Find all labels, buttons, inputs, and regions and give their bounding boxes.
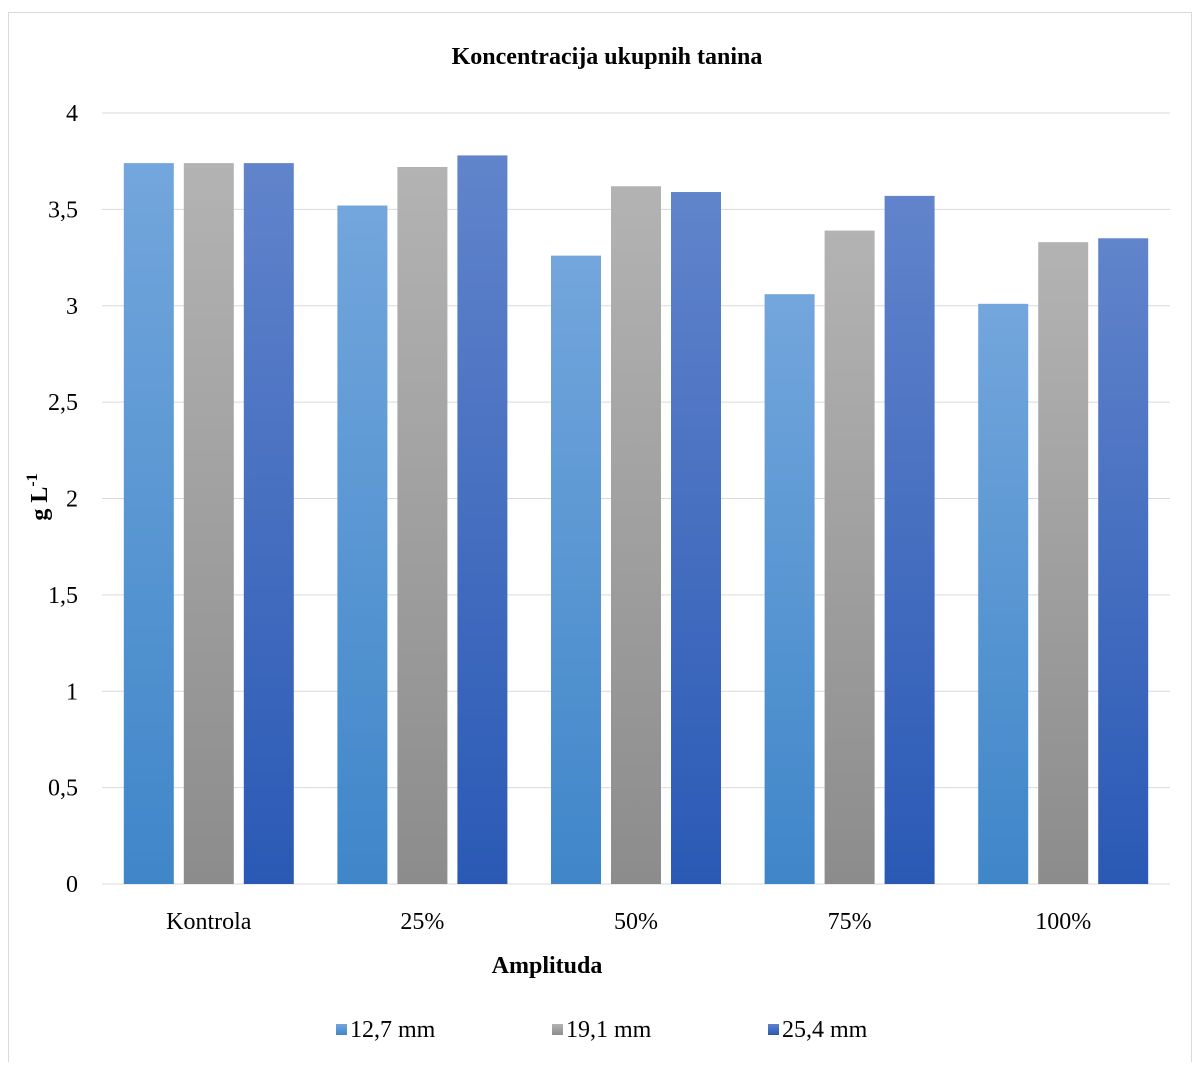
x-tick-label: 100%: [1035, 909, 1091, 935]
bar: [764, 294, 815, 884]
bar: [243, 163, 294, 885]
legend-swatch: [336, 1024, 347, 1035]
bar: [671, 192, 721, 885]
chart-title: Koncentracija ukupnih tanina: [452, 44, 763, 70]
y-axis-ticks: 0 0,5 1 1,5 2 2,5 3 3,5 4: [48, 101, 78, 898]
legend: 12,7 mm 19,1 mm 25,4 mm: [336, 1017, 868, 1043]
legend-item: 12,7 mm: [336, 1017, 436, 1043]
y-tick-label: 2,5: [48, 390, 78, 416]
bar: [1098, 238, 1149, 885]
legend-item: 19,1 mm: [552, 1017, 652, 1043]
y-tick-label: 1,5: [48, 583, 78, 609]
bar: [824, 230, 875, 884]
bar: [457, 155, 508, 884]
legend-swatch: [768, 1024, 779, 1035]
legend-swatch: [552, 1024, 563, 1035]
bar: [337, 205, 388, 884]
y-tick-label: 3: [66, 294, 78, 320]
bars: [123, 155, 1149, 885]
y-tick-label: 3,5: [48, 197, 78, 223]
bar: [551, 255, 601, 884]
bar: [183, 163, 234, 885]
bar: [884, 195, 935, 884]
x-tick-label: 50%: [614, 909, 658, 935]
bar: [397, 166, 448, 885]
y-tick-label: 1: [66, 679, 78, 705]
y-tick-label: 0,5: [48, 776, 78, 802]
x-tick-label: 75%: [828, 909, 872, 935]
y-axis-title-superscript: -1: [24, 473, 41, 486]
legend-label: 25,4 mm: [782, 1017, 868, 1043]
legend-item: 25,4 mm: [768, 1017, 868, 1043]
legend-label: 12,7 mm: [350, 1017, 436, 1043]
x-tick-label: Kontrola: [166, 909, 252, 935]
y-tick-label: 4: [66, 101, 78, 127]
bar: [1038, 242, 1089, 884]
y-tick-label: 0: [66, 872, 78, 898]
y-axis-title: g L-1: [24, 473, 53, 520]
bar: [978, 303, 1029, 884]
x-axis-ticks: Kontrola 25% 50% 75% 100%: [166, 909, 1091, 935]
bar: [123, 163, 174, 885]
bar: [611, 186, 661, 884]
y-axis-title-main: g L: [27, 487, 53, 521]
x-axis-title: Amplituda: [492, 953, 603, 979]
x-tick-label: 25%: [400, 909, 444, 935]
legend-label: 19,1 mm: [566, 1017, 652, 1043]
y-tick-label: 2: [66, 487, 78, 513]
